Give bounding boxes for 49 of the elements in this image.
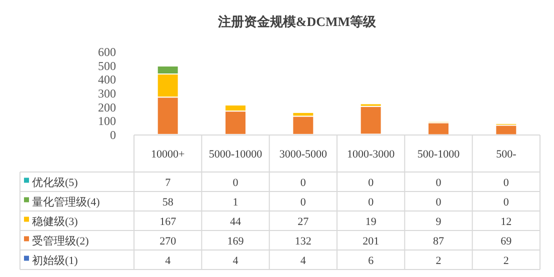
data-label: 69: [500, 235, 512, 248]
x-tick-label: 5000-10000: [208, 148, 263, 160]
x-tick-label: 1000-3000: [346, 148, 396, 160]
data-label: 2: [436, 254, 442, 267]
data-label: 4: [165, 254, 172, 267]
data-label: 0: [436, 176, 442, 189]
y-tick-label: 300: [98, 86, 116, 100]
data-label: 6: [368, 254, 374, 267]
data-label: 167: [160, 216, 177, 228]
chart-title: 注册资金规模&DCMM等级: [216, 14, 378, 29]
data-label: 4: [232, 254, 239, 267]
legend-label: 受管理级(2): [32, 234, 90, 248]
y-tick-label: 500: [98, 58, 116, 73]
data-label: 19: [365, 216, 377, 228]
data-label: 12: [500, 216, 512, 228]
legend-label: 量化管理级(4): [32, 196, 100, 208]
data-label: 7: [165, 176, 172, 189]
data-label: 58: [162, 196, 174, 208]
data-label: 132: [294, 235, 312, 248]
data-label: 0: [503, 176, 510, 189]
data-label: 0: [300, 176, 306, 189]
data-label: 4: [300, 254, 306, 267]
data-label: 270: [160, 235, 177, 248]
data-label: 0: [300, 196, 306, 208]
data-label: 169: [227, 235, 244, 248]
legend-label: 稳健级(3): [32, 216, 78, 228]
y-tick-label: 400: [98, 72, 116, 87]
legend-label: 初始级(1): [32, 254, 78, 267]
legend-label: 优化级(5): [32, 176, 78, 189]
x-tick-label: 500-1000: [417, 148, 460, 160]
data-label: 44: [230, 216, 242, 228]
y-tick-label: 100: [98, 114, 116, 128]
data-label: 0: [436, 196, 442, 208]
data-label: 201: [362, 235, 380, 248]
data-label: 87: [433, 235, 444, 248]
data-label: 27: [298, 216, 310, 228]
y-tick-label: 0: [110, 128, 116, 142]
y-tick-label: 200: [98, 100, 116, 114]
data-label: 0: [368, 176, 374, 189]
data-label: 9: [436, 216, 442, 228]
x-tick-label: 3000-5000: [279, 148, 328, 160]
data-label: 2: [503, 254, 509, 267]
x-tick-label: 500-: [496, 148, 517, 160]
y-tick-label: 600: [98, 45, 116, 59]
x-tick-label: 10000+: [150, 148, 185, 160]
data-label: 1: [232, 196, 238, 208]
data-label: 0: [368, 196, 374, 208]
data-label: 0: [232, 176, 239, 189]
data-label: 0: [503, 196, 510, 208]
